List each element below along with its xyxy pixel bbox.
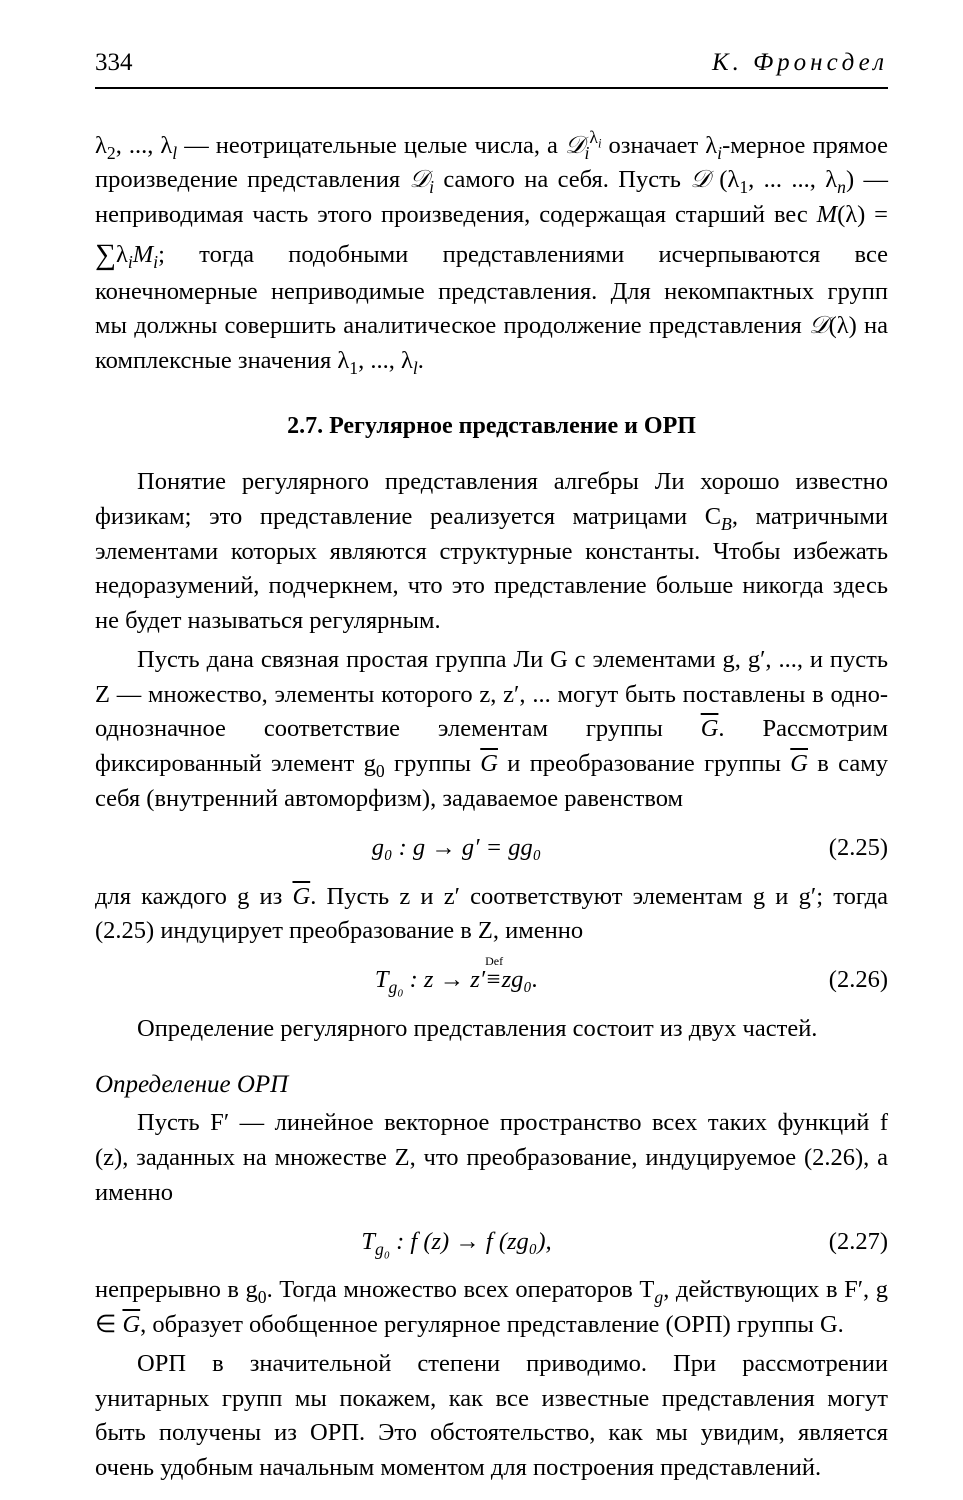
page-number: 334: [95, 45, 133, 81]
text: T: [375, 966, 389, 993]
text: : f (z) → f (zg₀),: [390, 1228, 552, 1255]
equation-2-25: g₀ : g → g′ = gg₀ (2.25): [95, 831, 888, 866]
text: , ..., λ: [358, 347, 413, 374]
equation-2-27: Tg₀ : f (z) → f (zg₀), (2.27): [95, 1225, 888, 1260]
sum-icon: ∑: [95, 239, 116, 271]
sub: B: [721, 514, 732, 534]
text: самого на себя. Пусть: [434, 166, 690, 193]
definition-title: Определение ОРП: [95, 1067, 888, 1103]
text: непрерывно в g: [95, 1276, 258, 1303]
def-label: Def: [485, 953, 502, 970]
equation-2-26: Tg₀ : z → z′Def≡zg₀. (2.26): [95, 963, 888, 998]
paragraph-3: Пусть дана связная простая группа Ли G с…: [95, 643, 888, 817]
equation-body: g₀ : g → g′ = gg₀: [95, 831, 818, 866]
text: , образует обобщенное регулярное предста…: [140, 1311, 844, 1338]
script-d: 𝒟: [809, 312, 829, 339]
text: zg₀.: [502, 966, 538, 993]
equation-body: Tg₀ : z → z′Def≡zg₀.: [95, 963, 818, 998]
sup: λi: [589, 127, 601, 147]
g-bar: G: [122, 1311, 140, 1338]
paragraph-5: Определение регулярного представления со…: [95, 1012, 888, 1047]
text: : z → z′: [404, 966, 486, 993]
g-bar: G: [790, 750, 808, 777]
text: и преобразование группы: [498, 750, 790, 777]
equation-body: Tg₀ : f (z) → f (zg₀),: [95, 1225, 818, 1260]
def-equals: Def≡: [485, 966, 502, 993]
sub: 1: [739, 177, 748, 197]
sub: g₀: [375, 1238, 390, 1258]
script-d: 𝒟: [410, 166, 430, 193]
text: , ..., λ: [116, 132, 173, 159]
text: λ: [116, 241, 128, 268]
paragraph-1: λ2, ..., λl — неотрицательные целые числ…: [95, 129, 888, 379]
sub: 0: [258, 1287, 267, 1307]
sub: g: [654, 1287, 663, 1307]
sub: g₀: [389, 977, 404, 997]
page-header: 334 К. Фронсдел: [95, 45, 888, 89]
paragraph-8: ОРП в значительной степени приводимо. Пр…: [95, 1347, 888, 1486]
m: M: [817, 201, 837, 228]
text: λ: [95, 132, 107, 159]
g-bar: G: [292, 883, 310, 910]
script-d: 𝒟: [565, 132, 585, 159]
text: группы: [385, 750, 481, 777]
paragraph-6: Пусть F′ — линейное векторное пространст…: [95, 1106, 888, 1210]
sub: 1: [349, 358, 358, 378]
sub: 2: [107, 142, 116, 162]
text: означает λ: [602, 132, 718, 159]
paragraph-2: Понятие регулярного представления алгебр…: [95, 465, 888, 639]
paragraph-7: непрерывно в g0. Тогда множество всех оп…: [95, 1273, 888, 1343]
equation-number: (2.27): [818, 1225, 888, 1260]
text: для каждого g из: [95, 883, 292, 910]
page: 334 К. Фронсдел λ2, ..., λl — неотрицате…: [0, 0, 963, 1500]
g-bar: G: [480, 750, 498, 777]
text: , ... ..., λ: [748, 166, 837, 193]
paragraph-4: для каждого g из G. Пусть z и z′ соответ…: [95, 880, 888, 950]
sub: 0: [376, 761, 385, 781]
text: . Тогда множество всех операторов T: [267, 1276, 655, 1303]
text: (λ: [710, 166, 739, 193]
equation-number: (2.25): [818, 831, 888, 866]
text: T: [361, 1228, 375, 1255]
text: (λ) =: [837, 201, 888, 228]
g-bar: G: [701, 715, 719, 742]
author-name: К. Фронсдел: [712, 45, 888, 81]
m: M: [133, 241, 153, 268]
equation-number: (2.26): [818, 963, 888, 998]
text: — неотрицательные целые числа, а: [177, 132, 565, 159]
text: ≡: [485, 966, 502, 993]
text: ; тогда подобными представлениями исчерп…: [95, 241, 888, 340]
sub: n: [837, 177, 846, 197]
text: .: [418, 347, 424, 374]
script-d: 𝒟: [690, 166, 710, 193]
section-title: 2.7. Регулярное представление и ОРП: [95, 409, 888, 443]
